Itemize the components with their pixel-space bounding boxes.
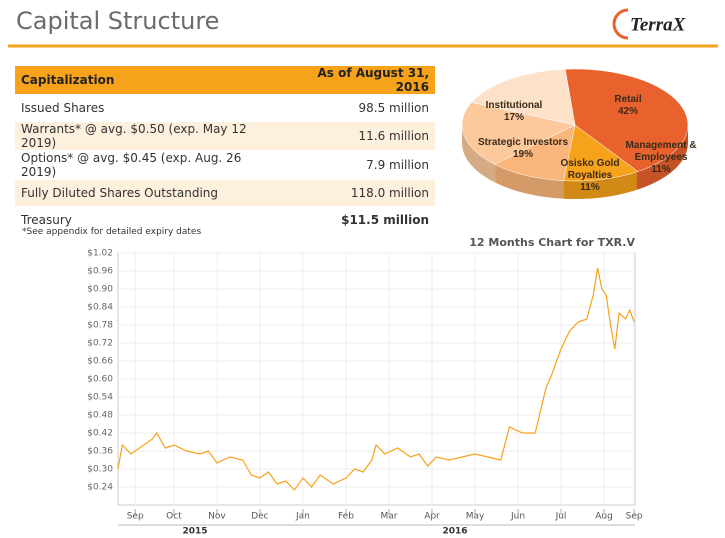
y-tick-label: $0.78	[87, 321, 113, 331]
pie-slice	[471, 68, 576, 126]
pie-label-name: Management & Employees	[625, 140, 697, 163]
y-tick-label: $0.42	[87, 429, 113, 439]
x-tick-label: Feb	[338, 512, 354, 522]
header-row: Capitalization As of August 31, 2016	[15, 66, 435, 95]
x-tick-label: Jan	[295, 512, 310, 522]
y-tick-label: $0.84	[87, 303, 113, 313]
table-cell: 11.6 million	[280, 121, 435, 151]
table-cell: 98.5 million	[280, 94, 435, 122]
table-cell: 118.0 million	[280, 179, 435, 207]
pie-label-name: Strategic Investors	[477, 137, 569, 148]
x-tick-label: Sep	[127, 512, 144, 522]
pie-label: Institutional 17%	[466, 100, 562, 124]
pie-slice	[493, 124, 576, 181]
y-tick-label: $0.60	[87, 375, 113, 385]
table-cell: $11.5 million	[280, 206, 435, 234]
pie-label-value: 19%	[512, 149, 533, 160]
y-tick-label: $0.30	[87, 465, 113, 475]
y-tick-label: $0.96	[87, 267, 113, 277]
slide-title: Capital Structure	[16, 7, 219, 35]
y-tick-label: $0.54	[87, 393, 113, 403]
x-tick-label: Aug	[595, 512, 613, 522]
x-tick-label: Jul	[555, 512, 567, 522]
x-tick-label: Sep	[626, 512, 643, 522]
x-tick-label: Oct	[166, 512, 182, 522]
table-row: Treasury $11.5 million	[15, 206, 435, 234]
x-tick-label: Jun	[510, 512, 525, 522]
x-tick-label: May	[466, 512, 485, 522]
pie-slice	[461, 102, 576, 165]
x-tick-label: Apr	[424, 512, 440, 522]
pie-slice	[563, 124, 639, 182]
pie-label: Retail 42%	[580, 94, 676, 118]
pie-label-value: 42%	[617, 106, 638, 117]
logo: TerraX	[630, 14, 687, 35]
y-tick-label: $1.02	[87, 249, 113, 259]
chart-title: 12 Months Chart for TXR.V	[469, 236, 635, 249]
y-tick-label: $0.90	[87, 285, 113, 295]
table-cell: Treasury	[15, 206, 281, 234]
pie-label-name: Osisko Gold Royalties	[560, 158, 620, 181]
pie-label: Osisko Gold Royalties 11%	[542, 158, 638, 194]
price-line	[117, 267, 635, 491]
logo-swoosh	[612, 8, 629, 40]
column-header: As of August 31, 2016	[280, 66, 435, 95]
y-tick-label: $0.66	[87, 357, 113, 367]
pie-label: Management & Employees 11%	[613, 140, 709, 176]
pie-label-name: Institutional	[485, 100, 543, 111]
pie-label: Strategic Investors 19%	[475, 137, 571, 161]
table-cell: Issued Shares	[15, 94, 281, 122]
x-tick-label: Mar	[380, 512, 397, 522]
table-row: Warrants* @ avg. $0.50 (exp. May 12 2019…	[15, 121, 435, 151]
table-row: Issued Shares 98.5 million	[15, 94, 435, 122]
table-cell: Options* @ avg. $0.45 (exp. Aug. 26 2019…	[15, 150, 281, 180]
table-row: Fully Diluted Shares Outstanding 118.0 mi…	[15, 179, 435, 207]
table-cell: 7.9 million	[280, 150, 435, 180]
pie-label-value: 11%	[651, 164, 671, 175]
table-cell: Fully Diluted Shares Outstanding	[15, 179, 281, 207]
pie-slice	[564, 68, 689, 172]
pie-label-value: 11%	[580, 182, 600, 193]
x-tick-label: Dec	[251, 512, 268, 522]
pie-label-name: Retail	[614, 94, 642, 105]
table-row: Options* @ avg. $0.45 (exp. Aug. 26 2019…	[15, 150, 435, 180]
y-tick-label: $0.24	[87, 483, 113, 493]
cap-table: Capitalization As of August 31, 2016 Issue…	[15, 66, 435, 234]
column-header: Capitalization	[15, 66, 281, 95]
x-tick-label: Nov	[208, 512, 226, 522]
pie-label-value: 17%	[503, 112, 524, 123]
y-tick-label: $0.36	[87, 447, 113, 457]
footnote: *See appendix for detailed expiry dates	[22, 227, 202, 237]
table-cell: Warrants* @ avg. $0.50 (exp. May 12 2019…	[15, 121, 281, 151]
y-tick-label: $0.48	[87, 411, 113, 421]
year-label: 2016	[442, 527, 467, 537]
y-tick-label: $0.72	[87, 339, 113, 349]
year-label: 2015	[182, 527, 207, 537]
